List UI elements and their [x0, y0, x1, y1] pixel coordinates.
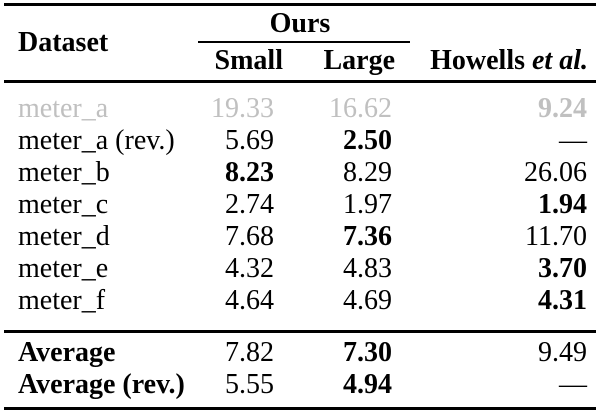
large-value-cell: 2.50 — [343, 125, 392, 156]
dataset-cell: meter_e — [18, 253, 109, 284]
header-spacer-cell — [395, 3, 596, 42]
howells-value-cell: 26.06 — [524, 157, 587, 188]
table-row-meter-b: meter_b 8.23 8.29 26.06 — [4, 157, 596, 189]
large-value-cell: 4.69 — [343, 285, 392, 316]
small-value-cell: 5.69 — [225, 125, 274, 156]
table-row-average: Average 7.82 7.30 9.49 — [4, 330, 596, 369]
results-table: Dataset Ours Small Large Howells et al. … — [4, 3, 596, 410]
howells-value-cell: — — [559, 125, 587, 156]
table-row-average-rev: Average (rev.) 5.55 4.94 — — [4, 369, 596, 410]
howells-name: Howells — [430, 45, 532, 76]
ours-cmidrule — [198, 41, 410, 43]
table-row-meter-f: meter_f 4.64 4.69 4.31 — [4, 285, 596, 332]
table-row-meter-e: meter_e 4.32 4.83 3.70 — [4, 253, 596, 285]
dataset-cell: meter_a — [18, 93, 109, 124]
table-row-meter-a: meter_a 19.33 16.62 9.24 — [4, 82, 596, 126]
dataset-cell: meter_c — [18, 189, 109, 220]
large-value-cell: 16.62 — [329, 93, 392, 124]
table-row-meter-a-rev: meter_a (rev.) 5.69 2.50 — — [4, 125, 596, 157]
howells-etal: et al. — [532, 45, 588, 76]
dataset-cell: meter_d — [18, 221, 110, 252]
large-value-cell: 8.29 — [343, 157, 392, 188]
small-value-cell: 19.33 — [211, 93, 274, 124]
large-value-cell: 7.30 — [283, 330, 395, 369]
dataset-cell: meter_b — [18, 157, 110, 188]
dataset-cell: Average — [4, 330, 190, 369]
table-row-meter-c: meter_c 2.74 1.97 1.94 — [4, 189, 596, 221]
howells-value-cell: — — [395, 369, 596, 410]
dataset-cell: meter_f — [18, 285, 106, 316]
howells-value-cell: 3.70 — [538, 253, 587, 284]
howells-value-cell: 9.24 — [538, 93, 587, 124]
large-value-cell: 7.36 — [343, 221, 392, 252]
dataset-cell: Average (rev.) — [4, 369, 190, 410]
column-header-large: Large — [283, 42, 395, 83]
howells-value-cell: 11.70 — [525, 221, 587, 252]
small-value-cell: 4.32 — [225, 253, 274, 284]
howells-value-cell: 4.31 — [538, 285, 587, 316]
small-value-cell: 8.23 — [225, 157, 274, 188]
column-group-header-ours: Ours — [190, 3, 395, 42]
column-header-dataset: Dataset — [4, 3, 190, 83]
large-value-cell: 4.83 — [343, 253, 392, 284]
howells-value-cell: 1.94 — [538, 189, 587, 220]
column-header-howells: Howells et al. — [395, 42, 596, 83]
dataset-cell: meter_a (rev.) — [18, 125, 175, 156]
small-value-cell: 7.68 — [225, 221, 274, 252]
small-value-cell: 5.55 — [190, 369, 283, 410]
small-value-cell: 7.82 — [190, 330, 283, 369]
header-row-group: Dataset Ours — [4, 3, 596, 83]
table-row-meter-d: meter_d 7.68 7.36 11.70 — [4, 221, 596, 253]
large-value-cell: 4.94 — [283, 369, 395, 410]
small-value-cell: 2.74 — [225, 189, 274, 220]
column-header-small: Small — [190, 42, 283, 83]
header-row-columns: Small Large Howells et al. — [4, 42, 596, 83]
large-value-cell: 1.97 — [343, 189, 392, 220]
howells-value-cell: 9.49 — [395, 330, 596, 369]
small-value-cell: 4.64 — [225, 285, 274, 316]
